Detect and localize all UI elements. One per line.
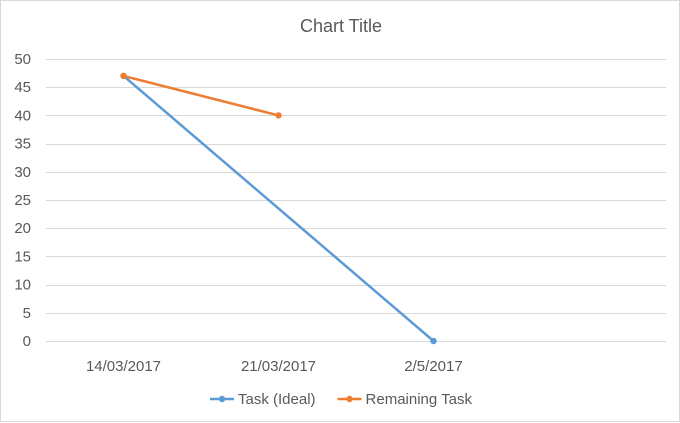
y-tick-label: 45 [14,79,31,96]
x-tick-label: 21/03/2017 [241,358,316,375]
data-point [275,112,282,119]
y-tick-label: 50 [14,51,31,68]
x-tick-label: 14/03/2017 [86,358,161,375]
series-line [123,74,279,117]
y-tick-label: 10 [14,277,31,294]
legend-item: Remaining Task [337,391,473,408]
y-tick-label: 15 [14,248,31,265]
y-axis-tick-labels: 0 5 10 15 20 25 30 35 40 45 50 [14,51,31,350]
y-tick-label: 0 [23,333,31,350]
series-lines [120,72,437,345]
series-1 [120,72,282,119]
y-tick-label: 30 [14,164,31,181]
data-point [120,72,127,80]
legend-marker [218,395,226,403]
legend-label: Remaining Task [366,391,473,408]
y-tick-label: 20 [14,220,31,237]
y-tick-label: 35 [14,136,31,153]
x-axis-tick-labels: 14/03/2017 21/03/2017 2/5/2017 [86,358,463,375]
gridlines [46,59,666,342]
x-tick-label: 2/5/2017 [404,358,462,375]
series-line [122,74,435,342]
y-tick-label: 40 [14,107,31,124]
data-point [430,337,437,345]
y-tick-label: 25 [14,192,31,209]
legend-marker [346,395,353,403]
legend: Task (Ideal) Remaining Task [210,391,472,408]
chart-title: Chart Title [300,16,382,36]
legend-label: Task (Ideal) [238,391,316,408]
legend-item: Task (Ideal) [210,391,316,408]
y-tick-label: 5 [23,305,31,322]
